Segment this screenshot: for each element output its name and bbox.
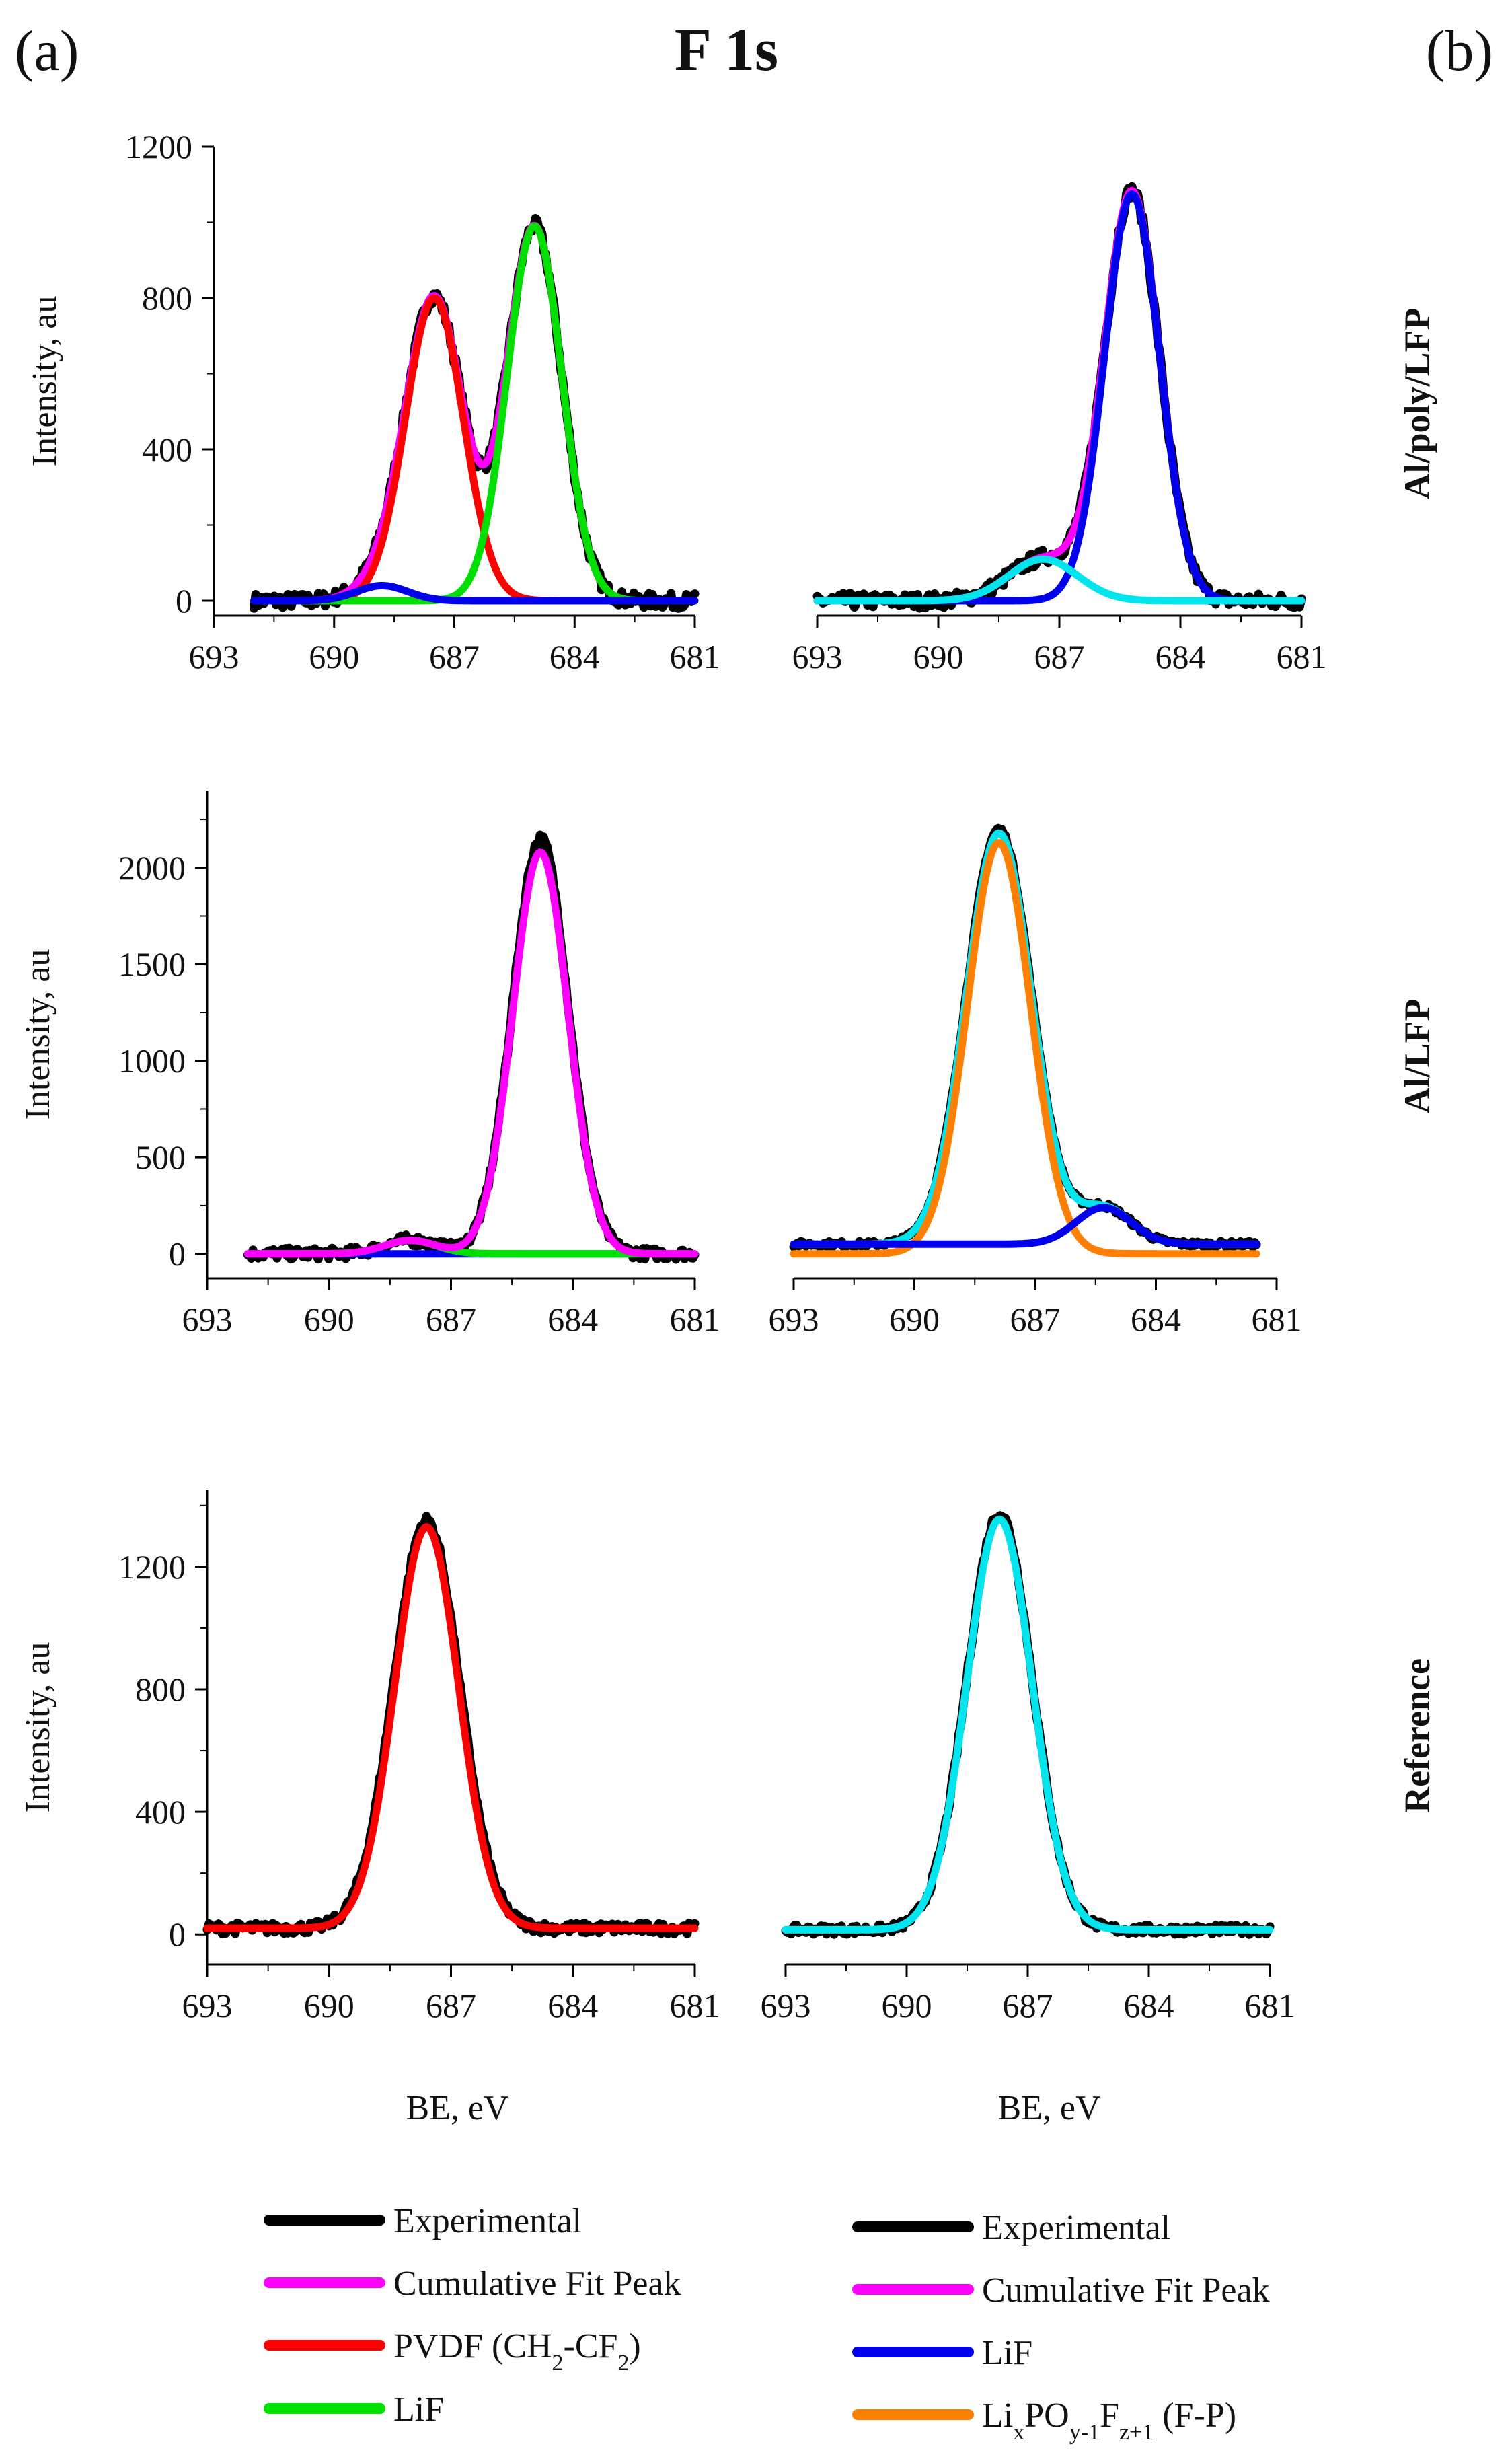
chart-b-5-series-experimental <box>781 1511 1275 1939</box>
chart-a-2-xtick-label-1: 690 <box>304 1300 354 1338</box>
chart-a-4-y-axis-title: Intensity, au <box>19 1642 57 1813</box>
chart-b-3-series-lixpoy-1fz-1-f-p- <box>790 839 1260 1258</box>
chart-a-0-xtick-label-3: 684 <box>550 638 600 675</box>
chart-a-0-xtick-label-4: 681 <box>670 638 720 675</box>
chart-b-3-series-lif <box>790 1204 1260 1248</box>
chart-a-4-xtick-label-0: 693 <box>182 1987 233 2024</box>
chart-a-0-ytick-label-2: 800 <box>142 279 192 317</box>
chart-b-1-series-component-3 <box>813 555 1306 605</box>
chart-a-4-series-pvdf-ch2-cf2- <box>203 1523 699 1932</box>
chart-a-2-series-experimental <box>243 830 700 1264</box>
chart-b-5-xtick-label-3: 684 <box>1124 1987 1174 2024</box>
chart-b-1-xtick-label-3: 684 <box>1156 638 1206 675</box>
chart-b-1: 693 690 687 684 681 <box>792 182 1327 675</box>
chart-b-5-xtick-label-4: 681 <box>1245 1987 1295 2024</box>
chart-a-4-ytick-label-1: 400 <box>135 1793 186 1831</box>
chart-b-5-xtick-label-0: 693 <box>761 1987 811 2024</box>
chart-a-4-xtick-label-3: 684 <box>547 1987 598 2024</box>
chart-a-0-ytick-label-3: 1200 <box>125 128 192 166</box>
chart-b-3-xtick-label-0: 693 <box>769 1300 819 1338</box>
chart-a-2-ytick-label-3: 1500 <box>118 945 186 983</box>
chart-a-0-ytick-label-0: 0 <box>176 582 192 620</box>
chart-b-3-xtick-label-4: 681 <box>1252 1300 1302 1338</box>
row-label-2: Reference <box>1397 1658 1437 1813</box>
legend-a-label-experimental: Experimental <box>393 2202 582 2240</box>
chart-a-4-ytick-label-2: 800 <box>135 1670 186 1708</box>
chart-a-0-y-axis-title: Intensity, au <box>26 296 64 467</box>
chart-b-3-xtick-label-3: 684 <box>1131 1300 1181 1338</box>
chart-a-0-ytick-label-1: 400 <box>142 431 192 468</box>
chart-a-2-xtick-label-0: 693 <box>182 1300 233 1338</box>
chart-a-4-ytick-label-0: 0 <box>169 1915 186 1953</box>
chart-b-3-xtick-label-1: 690 <box>889 1300 940 1338</box>
chart-a-2-xtick-label-4: 681 <box>670 1300 720 1338</box>
chart-b-3-series-component-1 <box>790 829 1260 1248</box>
chart-a-2: 693 690 687 684 681 0 500 1000 1500 2000 Intensity… <box>19 791 720 1338</box>
chart-b-1-series-cumulative-fit-peak <box>813 186 1306 605</box>
chart-a-0-series-cumulative-fit-peak <box>250 221 699 605</box>
chart-a-2-y-axis-title: Intensity, au <box>19 949 57 1120</box>
chart-a-0-series-lif <box>250 222 699 605</box>
chart-b-5-xtick-label-2: 687 <box>1003 1987 1053 2024</box>
chart-a-2-ytick-label-1: 500 <box>135 1138 186 1176</box>
legend-a: Experimental Cumulative Fit Peak PVDF (C… <box>264 2202 681 2429</box>
legend-b: Experimental Cumulative Fit Peak LiF Lix… <box>852 2209 1270 2445</box>
chart-b-3-series-experimental <box>789 823 1261 1252</box>
legend-b-label-cumulative: Cumulative Fit Peak <box>982 2271 1270 2310</box>
chart-b-1-xtick-label-4: 681 <box>1277 638 1327 675</box>
chart-a-4-xtick-label-2: 687 <box>426 1987 476 2024</box>
chart-b-3-xtick-label-2: 687 <box>1010 1300 1061 1338</box>
chart-b-1-xtick-label-1: 690 <box>913 638 964 675</box>
chart-a-2-xtick-label-2: 687 <box>426 1300 476 1338</box>
chart-a-4-xtick-label-4: 681 <box>670 1987 720 2024</box>
chart-a-4-series-experimental <box>202 1512 700 1938</box>
chart-a-2-ytick-label-2: 1000 <box>118 1042 186 1080</box>
chart-b-1-series-lif <box>813 190 1306 605</box>
chart-a-2-ytick-label-4: 2000 <box>118 849 186 887</box>
chart-b-5: 693 690 687 684 681 <box>761 1511 1295 2024</box>
figure-title: F 1s <box>675 17 778 83</box>
chart-b-5-series-component-1 <box>782 1515 1274 1934</box>
panel-label-a: (a) <box>15 18 79 83</box>
chart-a-4-xtick-label-1: 690 <box>304 1987 354 2024</box>
chart-a-0-xtick-label-0: 693 <box>189 638 239 675</box>
chart-b-5-xtick-label-1: 690 <box>882 1987 932 2024</box>
chart-a-2-ytick-label-0: 0 <box>169 1235 186 1273</box>
chart-a-0-series-component-4 <box>250 582 699 605</box>
row-label-0: Al/poly/LFP <box>1397 307 1437 499</box>
chart-b-1-xtick-label-0: 693 <box>792 638 843 675</box>
chart-a-0: 693 690 687 684 681 0 400 800 1200 Intensity, au <box>26 128 720 675</box>
chart-a-2-series-cumulative-fit-peak <box>243 848 699 1258</box>
chart-b-1-series-experimental <box>812 182 1306 613</box>
legend-b-label-lif: LiF <box>982 2334 1032 2372</box>
chart-b-3: 693 690 687 684 681 <box>769 823 1302 1338</box>
legend-a-label-lif: LiF <box>393 2390 444 2429</box>
x-axis-title-a: BE, eV <box>406 2089 508 2127</box>
chart-a-0-xtick-label-1: 690 <box>309 638 359 675</box>
legend-b-label-experimental: Experimental <box>982 2209 1170 2247</box>
legend-a-label-cumulative: Cumulative Fit Peak <box>393 2265 681 2303</box>
chart-a-0-xtick-label-2: 687 <box>429 638 480 675</box>
row-label-1: Al/LFP <box>1397 999 1437 1114</box>
chart-a-2-xtick-label-3: 684 <box>547 1300 598 1338</box>
legend-a-label-pvdf: PVDF (CH2-CF2) <box>393 2327 641 2376</box>
panel-label-b: (b) <box>1426 18 1493 83</box>
chart-b-1-xtick-label-2: 687 <box>1034 638 1085 675</box>
x-axis-title-b: BE, eV <box>997 2089 1100 2127</box>
chart-a-0-series-experimental <box>250 214 700 613</box>
chart-a-4-ytick-label-3: 1200 <box>118 1548 186 1586</box>
chart-a-4: 693 690 687 684 681 0 400 800 1200 Intensity, au <box>19 1490 720 2024</box>
legend-b-label-fp: LixPOy-1Fz+1 (F-P) <box>982 2396 1236 2445</box>
